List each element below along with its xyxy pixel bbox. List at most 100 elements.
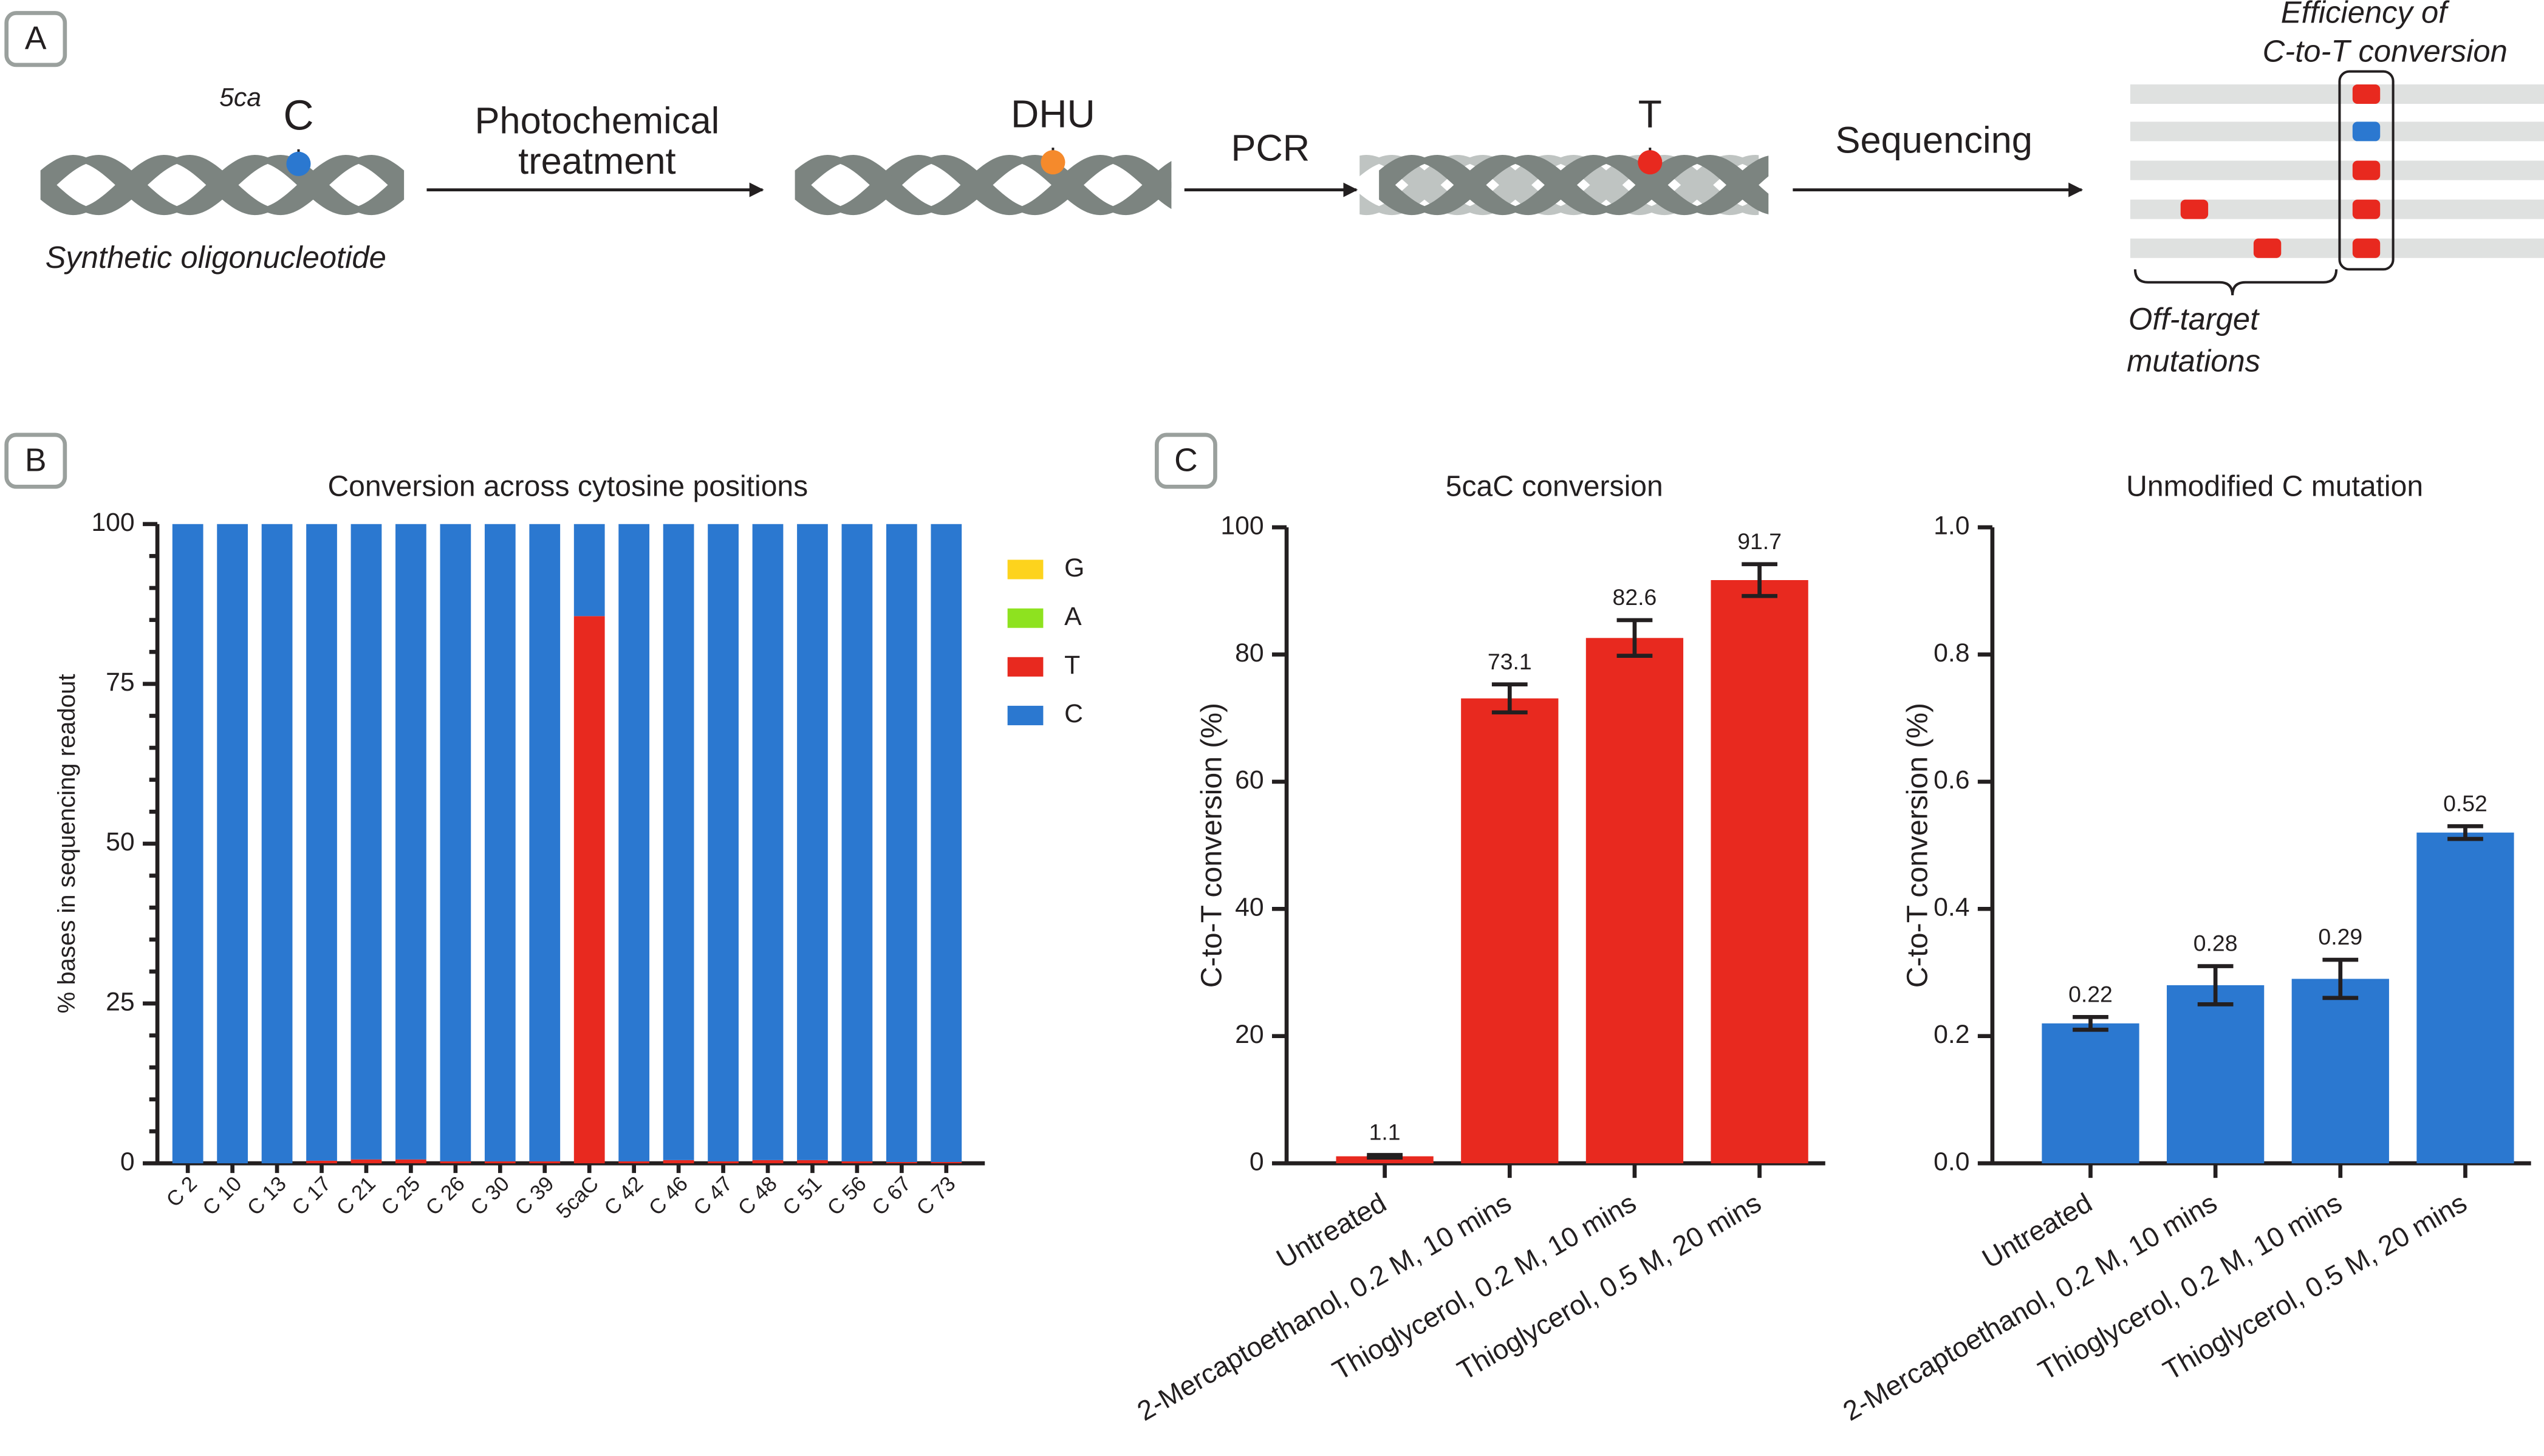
y-tick-label: 50 [106,827,135,856]
bar-segment [886,524,917,1163]
bar-segment [529,1161,561,1164]
x-tick-label: C 47 [689,1172,737,1220]
read [2130,160,2544,180]
bar [1336,1156,1434,1164]
error-bar [2447,824,2483,841]
panel-label-box [1155,432,1217,489]
step-label: PCR [1231,128,1310,169]
bar-segment [797,1160,828,1164]
data-label: 1.1 [1369,1119,1401,1145]
bar-segment [841,1161,873,1164]
efficiency-label: Efficiency of [2281,0,2450,30]
data-label: 82.6 [1613,584,1657,610]
bar-segment [618,1161,650,1164]
bar-segment [841,524,873,1161]
y-tick-label: 0.2 [1934,1020,1969,1049]
bar-segment [663,1160,694,1164]
x-tick-label: C 10 [199,1172,247,1220]
read-mark [2352,84,2381,104]
error-bar [1742,562,1777,598]
x-tick-label: C 39 [511,1172,559,1220]
target-box [2338,70,2395,271]
bar-segment [350,1159,382,1164]
off-target-label: Off-target [2129,301,2260,336]
bar-segment [797,524,828,1160]
efficiency-label: C-to-T conversion [2263,34,2508,69]
strand [40,154,405,216]
intermediate-label: DHU [1011,92,1095,135]
bar-segment [172,524,203,1164]
bar-segment [573,524,605,617]
error-bar [1367,1153,1403,1160]
bar-segment [261,524,293,1164]
bar [2291,979,2389,1164]
panel-label-box [4,432,67,489]
error-bar [2197,964,2234,1007]
error-bar [1491,682,1528,715]
base-label: C [283,91,313,138]
product-label: T [1638,92,1662,135]
x-tick-label: C 46 [645,1172,692,1220]
y-tick-label: 80 [1235,638,1264,668]
x-tick-label: C 13 [243,1172,291,1220]
read-mark [2180,199,2209,219]
data-label: 0.29 [2318,924,2362,949]
chart-title: 5caC conversion [1446,470,1663,503]
bar-segment [886,1162,917,1164]
bar [2167,985,2265,1164]
step-label: treatment [518,140,675,182]
bar-segment [573,616,605,1164]
x-tick-label: C 73 [912,1172,960,1220]
x-tick-label: C 17 [288,1172,336,1220]
y-tick-label: 25 [106,987,135,1016]
bar-segment [350,524,382,1160]
bar-segment [395,524,426,1160]
read [2130,84,2544,104]
bar-segment [484,1161,516,1164]
read-mark [2253,238,2282,258]
x-tick-label: C 67 [867,1172,915,1220]
bar-segment [395,1159,426,1164]
reads [2130,70,2544,296]
legend-label: C [1064,699,1083,728]
y-tick-label: 0 [120,1147,135,1176]
bar-segment [529,524,561,1161]
dhu-dot [1041,150,1065,175]
bar-segment [752,1160,784,1164]
y-tick-label: 100 [1220,511,1263,540]
x-tick-label: C 2 [162,1172,202,1212]
y-axis-label: % bases in sequencing readout [53,674,80,1014]
step-label: Photochemical [474,100,719,142]
bar-segment [440,1161,471,1164]
panel-label: B [25,442,47,478]
bar-segment [306,524,337,1161]
data-label: 0.52 [2443,790,2488,816]
x-tick-label: C 51 [779,1172,827,1220]
data-label: 91.7 [1737,528,1782,554]
bar-segment [217,524,248,1164]
x-tick-label: C 25 [377,1172,425,1220]
chart-title: Conversion across cytosine positions [327,470,808,503]
legend-swatch [1007,705,1044,725]
bar-segment [708,1161,739,1164]
panel-label-box [4,11,67,67]
bar-segment [440,524,471,1161]
x-tick-label: C 48 [734,1172,782,1220]
bar-segment [663,524,694,1160]
x-tick-label: C 21 [332,1172,380,1220]
bar [2416,832,2514,1164]
panel-label: A [25,21,47,56]
y-tick-label: 20 [1235,1020,1264,1049]
substrate-label: Synthetic oligonucleotide [46,240,386,275]
y-tick-label: 40 [1235,893,1264,922]
legend-label: T [1064,651,1080,680]
data-label: 73.1 [1488,649,1532,674]
brace [2133,269,2338,296]
bar-segment [306,1160,337,1164]
data-label: 0.22 [2068,981,2113,1007]
bar [2042,1023,2139,1164]
y-tick-label: 0 [1250,1147,1264,1176]
strand [795,154,1172,216]
